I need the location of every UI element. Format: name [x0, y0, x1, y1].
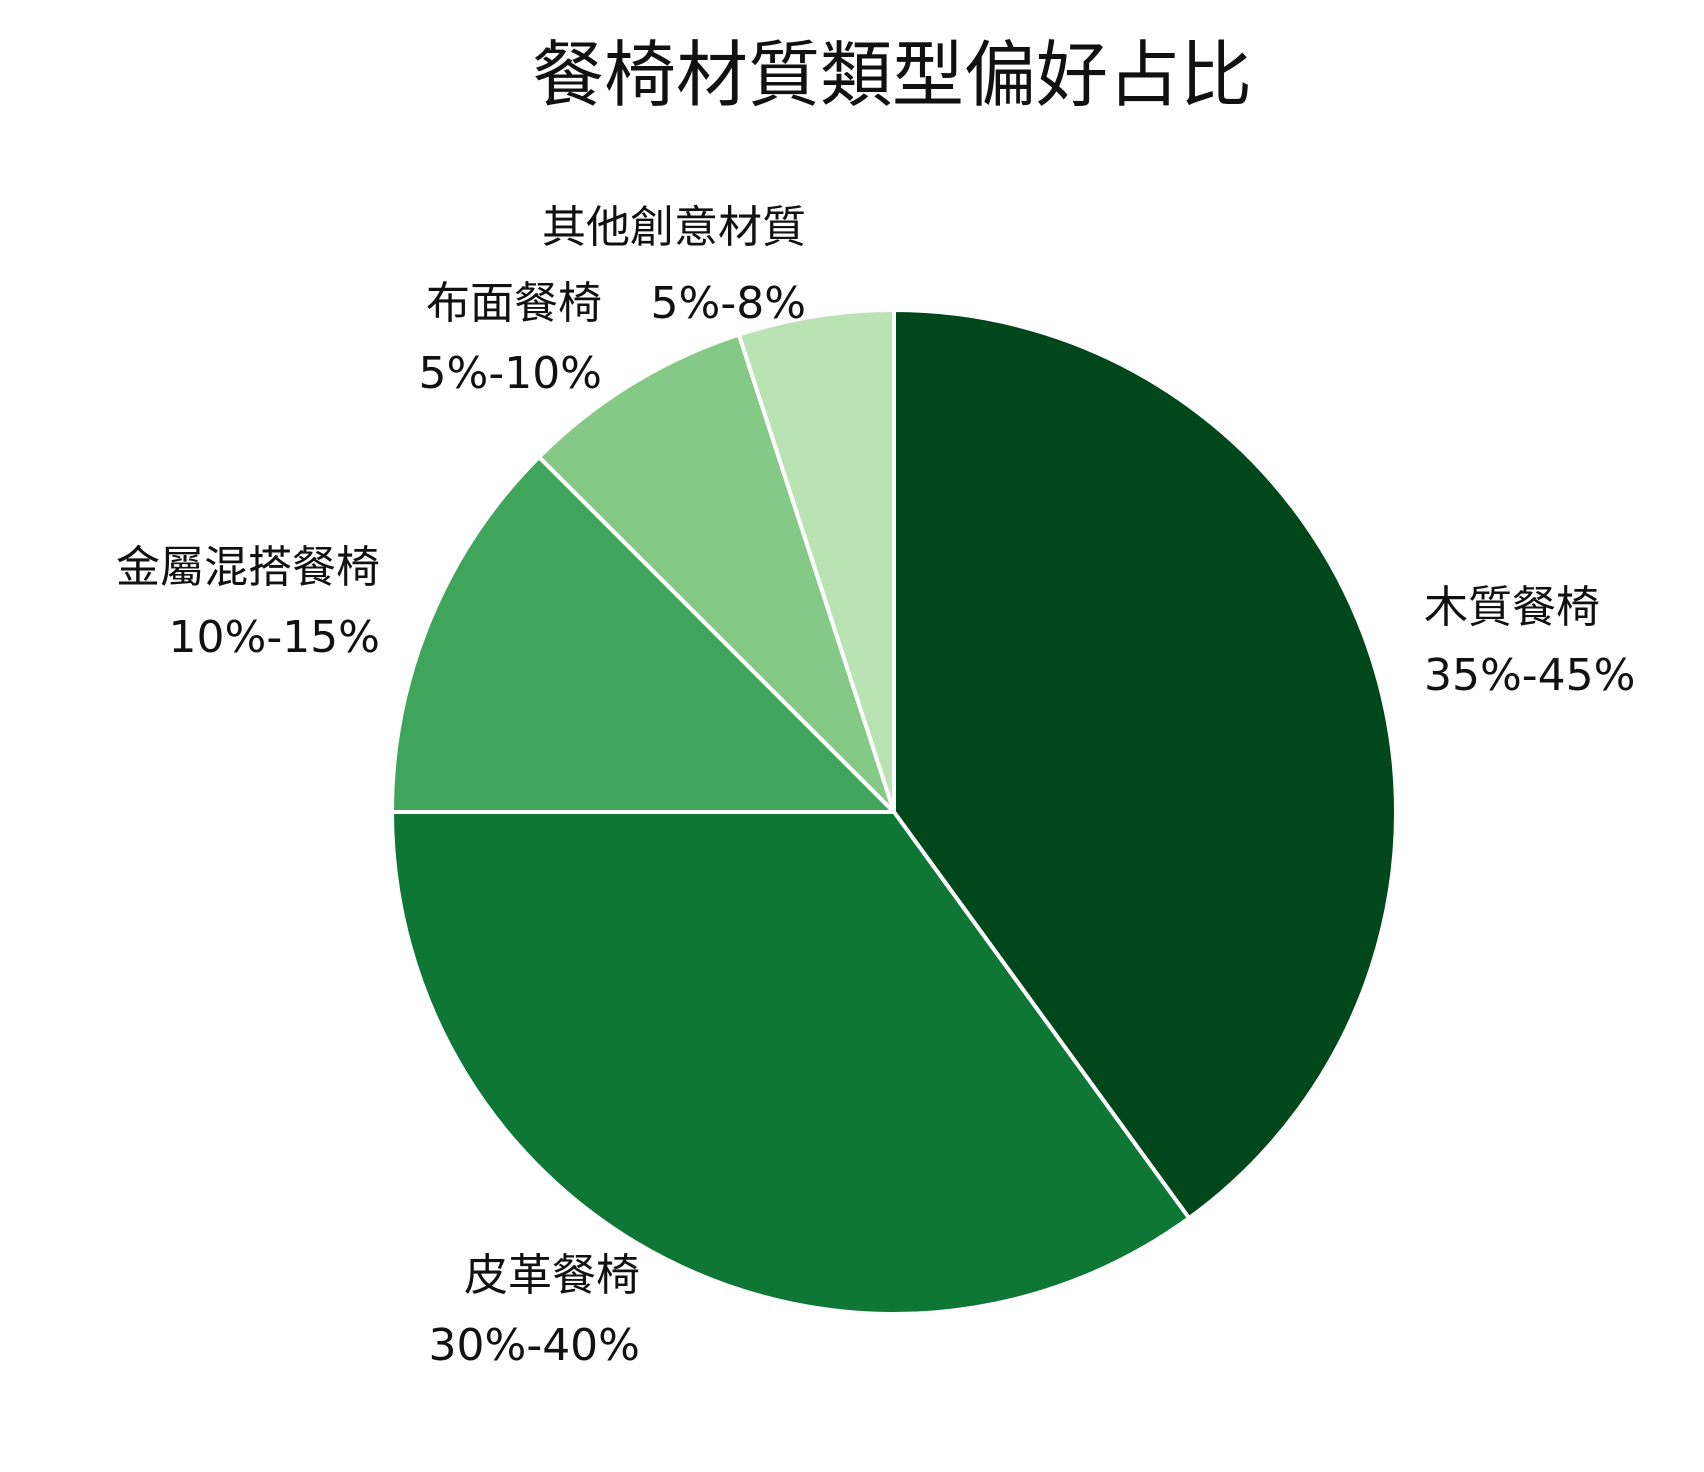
slice-label-other-range: 5%-8%	[651, 278, 806, 329]
label-other: 其他創意材質 5%-8%	[542, 202, 806, 329]
slice-label-leather-name: 皮革餐椅	[464, 1250, 640, 1301]
label-fabric: 布面餐椅 5%-10%	[419, 278, 602, 399]
label-metal: 金屬混搭餐椅 10%-15%	[116, 542, 380, 663]
slice-label-metal-range: 10%-15%	[169, 612, 380, 663]
pie-slice-fabric	[537, 332, 896, 814]
slice-label-fabric-range: 5%-10%	[419, 348, 602, 399]
pie-slice-wood	[892, 308, 1398, 1221]
pie-slice-metal	[390, 455, 896, 814]
slice-label-other-name: 其他創意材質	[542, 202, 806, 253]
slice-label-wood-range: 35%-45%	[1424, 650, 1635, 701]
slice-label-fabric-name: 布面餐椅	[426, 278, 602, 329]
pie-slice-other	[736, 308, 896, 814]
slice-label-wood-name: 木質餐椅	[1424, 582, 1600, 633]
label-leather: 皮革餐椅 30%-40%	[429, 1250, 640, 1371]
pie-slice-leather	[390, 810, 1192, 1316]
pie-slices	[390, 308, 1398, 1316]
slice-label-leather-range: 30%-40%	[429, 1320, 640, 1371]
label-wood: 木質餐椅 35%-45%	[1424, 582, 1635, 701]
chart-title: 餐椅材質類型偏好占比	[532, 33, 1252, 117]
slice-label-metal-name: 金屬混搭餐椅	[116, 542, 380, 593]
